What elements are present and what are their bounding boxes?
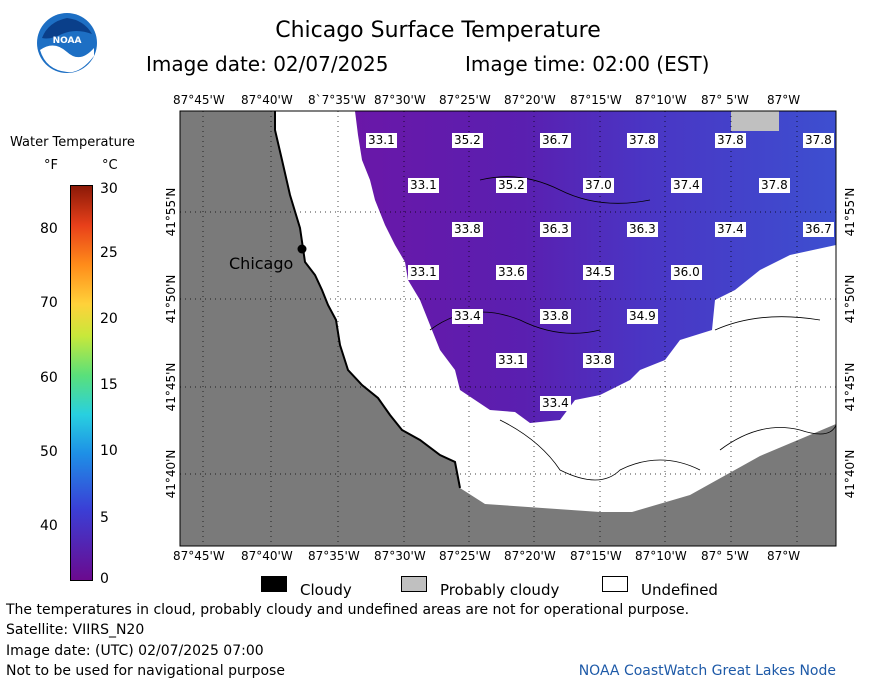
legend-swatch-undefined: [602, 576, 628, 592]
left-latitude-label: 41°55'N: [164, 187, 178, 237]
temperature-label: 33.4: [540, 396, 571, 411]
temperature-label: 34.5: [583, 265, 614, 280]
image-time: Image time: 02:00 (EST): [465, 52, 710, 76]
colorbar-celsius-tick: 30: [100, 181, 118, 197]
map-frame: [179, 110, 837, 547]
navigation-warning: Not to be used for navigational purpose: [6, 663, 285, 679]
colorbar-unit-f: °F: [44, 158, 58, 173]
temperature-label: 37.8: [627, 133, 658, 148]
left-latitude-label: 41°50'N: [164, 274, 178, 324]
colorbar-celsius-tick: 5: [100, 510, 109, 526]
temperature-label: 36.3: [627, 222, 658, 237]
top-longitude-label: 87°15'W: [570, 93, 622, 107]
temperature-label: 36.3: [540, 222, 571, 237]
bottom-longitude-label: 87° 5'W: [701, 549, 749, 563]
colorbar-celsius-tick: 15: [100, 377, 118, 393]
contour: [479, 176, 651, 204]
temperature-label: 33.1: [408, 265, 439, 280]
chicago-marker: [297, 244, 307, 254]
legend-label-undefined: Undefined: [641, 581, 718, 599]
temperature-label: 35.2: [496, 178, 527, 193]
logo-text: NOAA: [52, 36, 82, 46]
colorbar-fahrenheit-tick: 60: [40, 370, 58, 386]
contour: [499, 419, 701, 481]
map: Chicago 87°45'W 87°40'W 8`7°35'W 87°30'W 87°…: [164, 93, 857, 563]
colorbar-fahrenheit-tick: 80: [40, 221, 58, 237]
temperature-label: 37.8: [715, 133, 746, 148]
right-latitude-label: 41°40'N: [843, 449, 857, 499]
colorbar-fahrenheit-tick: 50: [40, 444, 58, 460]
colorbar-unit-c: °C: [102, 158, 118, 173]
top-longitude-label: 8`7°35'W: [308, 93, 366, 107]
right-latitude-label: 41°50'N: [843, 274, 857, 324]
probably-cloudy-patch: [731, 111, 779, 131]
top-longitude-label: 87°45'W: [173, 93, 225, 107]
temperature-label: 37.8: [759, 178, 790, 193]
land-west: [180, 111, 836, 546]
temperature-label: 36.0: [671, 265, 702, 280]
colorbar-celsius-tick: 10: [100, 443, 118, 459]
temperature-label: 37.0: [583, 178, 614, 193]
temperature-label: 33.1: [496, 353, 527, 368]
bottom-longitude-label: 87°10'W: [635, 549, 687, 563]
legend-swatch-probably-cloudy: [401, 576, 427, 592]
colorbar-fahrenheit-tick: 70: [40, 295, 58, 311]
temperature-label: 36.7: [803, 222, 834, 237]
top-longitude-label: 87°30'W: [374, 93, 426, 107]
image-date: Image date: 02/07/2025: [146, 52, 389, 76]
temperature-label: 33.1: [408, 178, 439, 193]
temperature-label: 35.2: [452, 133, 483, 148]
temperature-label: 36.7: [540, 133, 571, 148]
colorbar-celsius-tick: 25: [100, 245, 118, 261]
legend-label-probably-cloudy: Probably cloudy: [440, 581, 560, 599]
left-latitude-label: 41°45'N: [164, 362, 178, 412]
bottom-longitude-label: 87°W: [767, 549, 801, 563]
top-longitude-label: 87°25'W: [439, 93, 491, 107]
temperature-label: 33.8: [452, 222, 483, 237]
temperature-label: 37.8: [803, 133, 834, 148]
colorbar-title: Water Temperature: [10, 135, 135, 150]
noaa-logo: NOAA: [36, 12, 98, 74]
top-longitude-label: 87°40'W: [241, 93, 293, 107]
bottom-longitude-label: 87°35'W: [308, 549, 360, 563]
bottom-longitude-label: 87°15'W: [570, 549, 622, 563]
bottom-longitude-label: 87°25'W: [439, 549, 491, 563]
temperature-label: 33.6: [496, 265, 527, 280]
temperature-label: 37.4: [671, 178, 702, 193]
top-longitude-label: 87°20'W: [504, 93, 556, 107]
legend-label-cloudy: Cloudy: [300, 581, 352, 599]
bottom-longitude-label: 87°45'W: [173, 549, 225, 563]
coastline: [274, 111, 461, 489]
bottom-longitude-label: 87°20'W: [504, 549, 556, 563]
temperature-label: 33.4: [452, 309, 483, 324]
colorbar-celsius-tick: 0: [100, 571, 109, 587]
contour: [719, 424, 837, 451]
right-latitude-label: 41°45'N: [843, 362, 857, 412]
temperature-label: 33.8: [583, 353, 614, 368]
colorbar-celsius-tick: 20: [100, 311, 118, 327]
top-longitude-label: 87° 5'W: [701, 93, 749, 107]
left-latitude-label: 41°40'N: [164, 449, 178, 499]
city-label-chicago: Chicago: [229, 254, 294, 273]
satellite-info: Satellite: VIIRS_N20: [6, 622, 145, 638]
temperature-label: 34.9: [627, 309, 658, 324]
bottom-longitude-label: 87°30'W: [374, 549, 426, 563]
disclaimer-note: The temperatures in cloud, probably clou…: [6, 602, 690, 618]
bottom-longitude-label: 87°40'W: [241, 549, 293, 563]
top-longitude-label: 87°10'W: [635, 93, 687, 107]
temperature-label: 33.8: [540, 309, 571, 324]
colorbar-fahrenheit-tick: 40: [40, 518, 58, 534]
top-longitude-label: 87°W: [767, 93, 801, 107]
page-title: Chicago Surface Temperature: [275, 18, 601, 43]
credit-text: NOAA CoastWatch Great Lakes Node: [578, 663, 836, 679]
contour: [714, 316, 821, 331]
legend-swatch-cloudy: [261, 576, 287, 592]
colorbar: [70, 185, 93, 581]
temperature-label: 37.4: [715, 222, 746, 237]
right-latitude-label: 41°55'N: [843, 187, 857, 237]
temperature-label: 33.1: [366, 133, 397, 148]
utc-date: Image date: (UTC) 02/07/2025 07:00: [6, 643, 264, 659]
